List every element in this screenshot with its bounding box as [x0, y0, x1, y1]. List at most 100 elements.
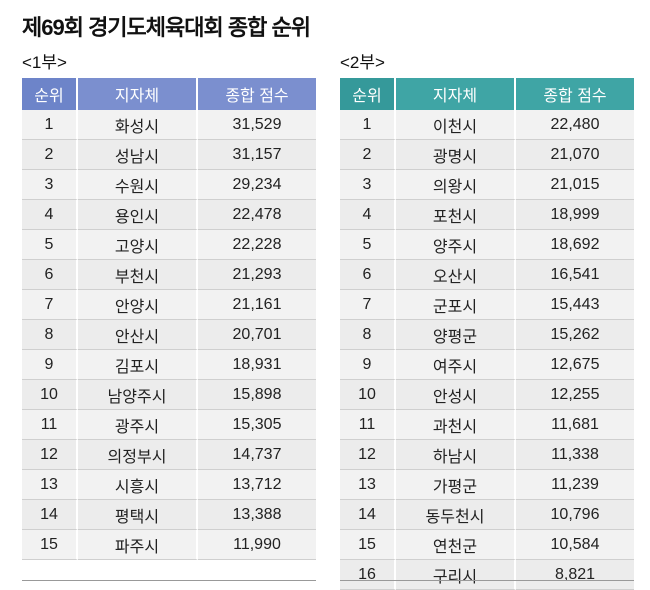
division2-label: <2부> — [340, 53, 385, 72]
table-row: 12 하남시 11,338 — [340, 440, 634, 470]
rank-cell: 7 — [22, 290, 78, 320]
score-cell: 18,692 — [516, 230, 634, 260]
table-row: 15 파주시 11,990 — [22, 530, 316, 560]
score-cell: 11,338 — [516, 440, 634, 470]
rank-cell: 6 — [22, 260, 78, 290]
division1-bottom-rule — [22, 580, 316, 581]
rank-cell: 2 — [22, 140, 78, 170]
region-cell: 김포시 — [78, 350, 198, 380]
region-cell: 수원시 — [78, 170, 198, 200]
table-row: 10 남양주시 15,898 — [22, 380, 316, 410]
score-cell: 12,675 — [516, 350, 634, 380]
header-score: 종합 점수 — [198, 78, 316, 110]
table-row: 4 용인시 22,478 — [22, 200, 316, 230]
table-row: 13 가평군 11,239 — [340, 470, 634, 500]
table-row: 1 화성시 31,529 — [22, 110, 316, 140]
table-row: 8 양평군 15,262 — [340, 320, 634, 350]
table-row: 11 과천시 11,681 — [340, 410, 634, 440]
rank-cell: 6 — [340, 260, 396, 290]
table-row: 2 광명시 21,070 — [340, 140, 634, 170]
header-region: 지자체 — [78, 78, 198, 110]
table-row: 8 안산시 20,701 — [22, 320, 316, 350]
rank-cell: 5 — [340, 230, 396, 260]
table-row: 11 광주시 15,305 — [22, 410, 316, 440]
table-row: 2 성남시 31,157 — [22, 140, 316, 170]
region-cell: 동두천시 — [396, 500, 516, 530]
rank-cell: 4 — [340, 200, 396, 230]
region-cell: 오산시 — [396, 260, 516, 290]
table-row: 6 오산시 16,541 — [340, 260, 634, 290]
score-cell: 16,541 — [516, 260, 634, 290]
table-row: 6 부천시 21,293 — [22, 260, 316, 290]
region-cell: 시흥시 — [78, 470, 198, 500]
score-cell: 21,070 — [516, 140, 634, 170]
rank-cell: 1 — [22, 110, 78, 140]
rank-cell: 13 — [22, 470, 78, 500]
rank-cell: 12 — [340, 440, 396, 470]
score-cell: 15,262 — [516, 320, 634, 350]
table-row: 9 김포시 18,931 — [22, 350, 316, 380]
table-row: 9 여주시 12,675 — [340, 350, 634, 380]
score-cell: 15,898 — [198, 380, 316, 410]
page-title: 제69회 경기도체육대회 종합 순위 — [22, 15, 311, 40]
rank-cell: 13 — [340, 470, 396, 500]
rank-cell: 3 — [340, 170, 396, 200]
region-cell: 연천군 — [396, 530, 516, 560]
region-cell: 양주시 — [396, 230, 516, 260]
score-cell: 13,712 — [198, 470, 316, 500]
score-cell: 21,015 — [516, 170, 634, 200]
region-cell: 고양시 — [78, 230, 198, 260]
region-cell: 포천시 — [396, 200, 516, 230]
table-row: 10 안성시 12,255 — [340, 380, 634, 410]
region-cell: 안성시 — [396, 380, 516, 410]
division1-rows: 1 화성시 31,529 2 성남시 31,157 3 수원시 29,234 4 용인시 22,478… — [22, 110, 316, 560]
table-row: 3 수원시 29,234 — [22, 170, 316, 200]
rank-cell: 14 — [340, 500, 396, 530]
rank-cell: 10 — [22, 380, 78, 410]
rank-cell: 15 — [340, 530, 396, 560]
rank-cell: 7 — [340, 290, 396, 320]
region-cell: 남양주시 — [78, 380, 198, 410]
region-cell: 성남시 — [78, 140, 198, 170]
region-cell: 부천시 — [78, 260, 198, 290]
rank-cell: 3 — [22, 170, 78, 200]
region-cell: 안양시 — [78, 290, 198, 320]
table-row: 14 동두천시 10,796 — [340, 500, 634, 530]
table-row: 3 의왕시 21,015 — [340, 170, 634, 200]
table-row: 4 포천시 18,999 — [340, 200, 634, 230]
score-cell: 31,529 — [198, 110, 316, 140]
rank-cell: 10 — [340, 380, 396, 410]
rank-cell: 16 — [340, 560, 396, 590]
region-cell: 광명시 — [396, 140, 516, 170]
table-row: 7 안양시 21,161 — [22, 290, 316, 320]
rank-cell: 1 — [340, 110, 396, 140]
table-row: 15 연천군 10,584 — [340, 530, 634, 560]
division1-label: <1부> — [22, 53, 67, 72]
score-cell: 21,293 — [198, 260, 316, 290]
rank-cell: 2 — [340, 140, 396, 170]
score-cell: 15,305 — [198, 410, 316, 440]
score-cell: 8,821 — [516, 560, 634, 590]
score-cell: 12,255 — [516, 380, 634, 410]
rank-cell: 12 — [22, 440, 78, 470]
score-cell: 22,480 — [516, 110, 634, 140]
rank-cell: 8 — [340, 320, 396, 350]
score-cell: 18,931 — [198, 350, 316, 380]
region-cell: 군포시 — [396, 290, 516, 320]
division1-table: 순위 지자체 종합 점수 1 화성시 31,529 2 성남시 31,157 3 수원시 29,… — [22, 78, 316, 560]
region-cell: 양평군 — [396, 320, 516, 350]
score-cell: 20,701 — [198, 320, 316, 350]
rank-cell: 15 — [22, 530, 78, 560]
score-cell: 14,737 — [198, 440, 316, 470]
score-cell: 31,157 — [198, 140, 316, 170]
table-row: 5 고양시 22,228 — [22, 230, 316, 260]
table-row: 16 구리시 8,821 — [340, 560, 634, 590]
region-cell: 안산시 — [78, 320, 198, 350]
rank-cell: 14 — [22, 500, 78, 530]
rank-cell: 11 — [22, 410, 78, 440]
rank-cell: 11 — [340, 410, 396, 440]
division2-bottom-rule — [340, 580, 634, 581]
header-rank: 순위 — [340, 78, 396, 110]
rank-cell: 5 — [22, 230, 78, 260]
division2-rows: 1 이천시 22,480 2 광명시 21,070 3 의왕시 21,015 4 포천시 18,999… — [340, 110, 634, 590]
